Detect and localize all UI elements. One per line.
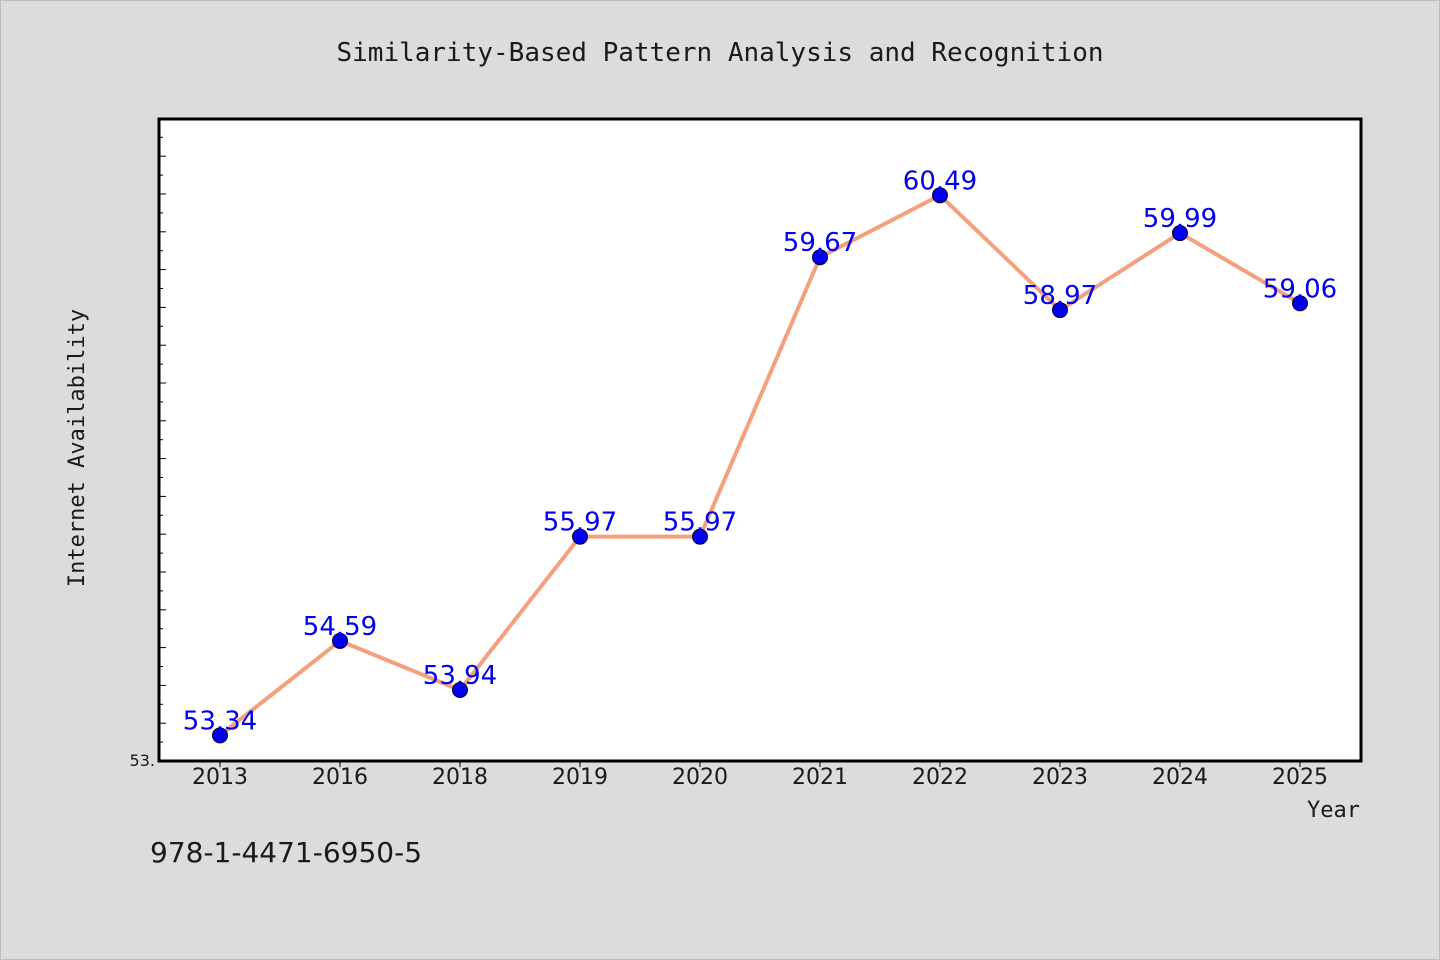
- y-tick-label: 53.: [130, 751, 155, 770]
- plot-area: [157, 117, 1363, 763]
- y-axis-ticks: [159, 136, 166, 743]
- data-label: 59.67: [783, 228, 857, 258]
- data-point: [812, 249, 828, 266]
- data-point: [332, 632, 348, 649]
- x-tick-label: 2020: [672, 765, 728, 790]
- x-tick-label: 2021: [792, 765, 848, 790]
- x-tick-label: 2016: [312, 765, 368, 790]
- chart-title: Similarity-Based Pattern Analysis and Re…: [336, 38, 1103, 68]
- series-layer: 53.34 54.59 53.94 55.97 55.97 59.67 60.49 58.97…: [183, 166, 1337, 744]
- data-point: [932, 187, 948, 204]
- data-point: [692, 528, 708, 545]
- isbn-text: 978-1-4471-6950-5: [150, 836, 422, 869]
- data-point: [1052, 302, 1068, 319]
- data-label: 59.99: [1143, 204, 1217, 234]
- data-label: 53.94: [423, 661, 497, 691]
- data-label: 55.97: [663, 508, 737, 538]
- data-label: 54.59: [303, 612, 377, 642]
- x-tick-label: 2024: [1152, 765, 1208, 790]
- x-tick-label: 2025: [1272, 765, 1328, 790]
- data-point: [1172, 225, 1188, 242]
- data-point: [452, 682, 468, 699]
- x-axis-ticks: 2013 2016 2018 2019 2020 2021 2022 2023 2024 2025: [192, 761, 1328, 790]
- data-label: 55.97: [543, 508, 617, 538]
- data-label: 60.49: [903, 166, 977, 196]
- data-point: [1292, 295, 1308, 312]
- x-axis-label: Year: [1307, 798, 1360, 823]
- series-line: [218, 193, 1302, 737]
- x-tick-label: 2018: [432, 765, 488, 790]
- x-tick-label: 2022: [912, 765, 968, 790]
- y-axis-label: Internet Availability: [65, 309, 90, 587]
- data-label: 59.06: [1263, 274, 1337, 304]
- data-point: [212, 727, 228, 744]
- data-label: 53.34: [183, 706, 257, 736]
- x-tick-label: 2019: [552, 765, 608, 790]
- x-tick-label: 2013: [192, 765, 248, 790]
- data-label: 58.97: [1023, 281, 1097, 311]
- data-point: [572, 528, 588, 545]
- x-tick-label: 2023: [1032, 765, 1088, 790]
